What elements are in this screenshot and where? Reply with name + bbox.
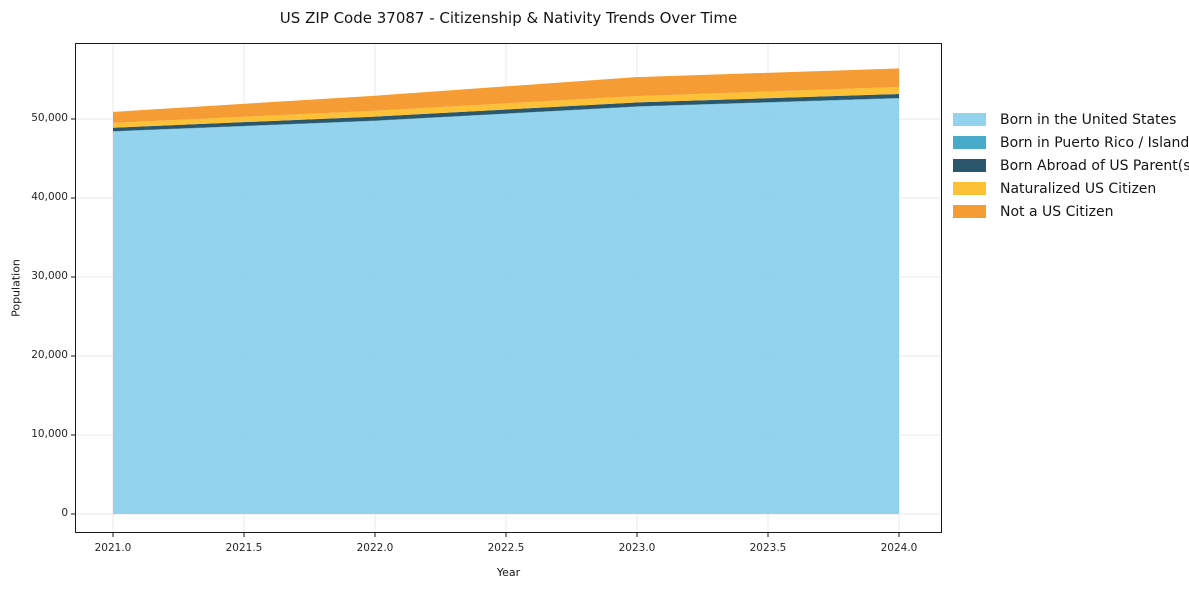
y-axis-title: Population bbox=[9, 259, 23, 317]
area-series bbox=[113, 98, 899, 514]
legend: Born in the United States Born in Puerto … bbox=[953, 108, 1189, 223]
legend-swatch bbox=[953, 136, 986, 149]
area-series bbox=[113, 68, 899, 123]
x-tick-label: 2024.0 bbox=[880, 542, 918, 554]
legend-swatch bbox=[953, 182, 986, 195]
legend-item: Naturalized US Citizen bbox=[953, 177, 1189, 200]
x-tick-label: 2021.5 bbox=[225, 542, 263, 554]
x-tick-label: 2022.0 bbox=[356, 542, 394, 554]
area-series bbox=[113, 98, 899, 132]
legend-label: Born in the United States bbox=[1000, 111, 1177, 128]
legend-item: Not a US Citizen bbox=[953, 200, 1189, 223]
y-tick-label: 30,000 bbox=[31, 270, 68, 282]
legend-item: Born in Puerto Rico / Islands bbox=[953, 131, 1189, 154]
legend-swatch bbox=[953, 159, 986, 172]
legend-swatch bbox=[953, 205, 986, 218]
chart-title: US ZIP Code 37087 - Citizenship & Nativi… bbox=[279, 9, 738, 27]
x-tick-label: 2021.0 bbox=[94, 542, 132, 554]
legend-label: Not a US Citizen bbox=[1000, 203, 1114, 220]
x-tick-label: 2023.0 bbox=[618, 542, 656, 554]
area-series bbox=[113, 94, 899, 132]
y-tick-label: 20,000 bbox=[31, 349, 68, 361]
x-axis-title: Year bbox=[496, 566, 521, 579]
y-tick-label: 10,000 bbox=[31, 428, 68, 440]
legend-label: Born Abroad of US Parent(s) bbox=[1000, 157, 1189, 174]
legend-item: Born in the United States bbox=[953, 108, 1189, 131]
x-tick-label: 2023.5 bbox=[749, 542, 787, 554]
plot-border bbox=[75, 43, 942, 533]
plot-area bbox=[71, 43, 942, 537]
y-tick-label: 50,000 bbox=[31, 112, 68, 124]
area-series bbox=[113, 86, 899, 128]
legend-swatch bbox=[953, 113, 986, 126]
legend-item: Born Abroad of US Parent(s) bbox=[953, 154, 1189, 177]
y-tick-label: 40,000 bbox=[31, 191, 68, 203]
legend-label: Naturalized US Citizen bbox=[1000, 180, 1157, 197]
x-tick-label: 2022.5 bbox=[487, 542, 525, 554]
legend-label: Born in Puerto Rico / Islands bbox=[1000, 134, 1189, 151]
y-tick-label: 0 bbox=[61, 507, 68, 519]
